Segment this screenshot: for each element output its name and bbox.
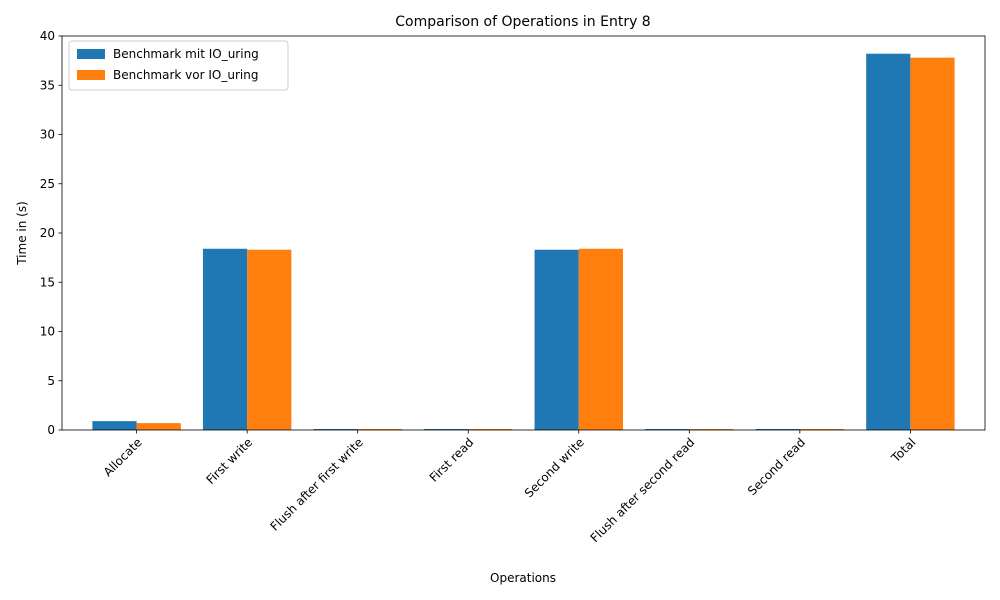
bar-1-3 — [313, 429, 358, 430]
y-tick-label: 30 — [40, 128, 55, 142]
legend-swatch — [77, 49, 105, 59]
bar-2-7 — [799, 429, 845, 430]
bar-2-3 — [357, 429, 402, 430]
legend-swatch — [77, 70, 105, 80]
x-tick-label: Flush after first write — [267, 435, 365, 533]
bar-2-5 — [578, 248, 623, 430]
y-tick-label: 0 — [47, 423, 55, 437]
legend: Benchmark mit IO_uring Benchmark vor IO_u… — [68, 40, 289, 91]
chart-title: Comparison of Operations in Entry 8 — [395, 14, 650, 30]
legend-label: Benchmark vor IO_uring — [113, 68, 258, 82]
x-tick-label: First write — [203, 435, 255, 487]
x-tick-label: First read — [427, 435, 477, 485]
plot-frame — [61, 35, 986, 431]
bar-2-2 — [247, 249, 292, 430]
bar-1-7 — [755, 429, 800, 430]
y-axis-label: Time in (s) — [15, 201, 29, 266]
bar-1-2 — [202, 248, 248, 430]
x-tick-label: Second write — [522, 435, 587, 500]
x-tick-label: Allocate — [101, 435, 145, 479]
bar-1-6 — [645, 429, 690, 430]
y-tick-label: 5 — [47, 374, 55, 388]
legend-box — [68, 40, 289, 91]
bar-2-4 — [468, 429, 513, 430]
bar-2-8 — [910, 57, 955, 431]
bar-1-8 — [866, 53, 911, 430]
x-tick-label: Flush after second read — [588, 435, 698, 545]
bar-1-1 — [92, 421, 137, 430]
bar-1-4 — [424, 429, 469, 430]
y-tick-label: 20 — [40, 226, 55, 240]
x-axis-label: Operations — [490, 571, 556, 585]
y-tick-label: 40 — [40, 29, 55, 43]
bar-1-5 — [534, 249, 579, 430]
x-tick-label: Total — [888, 435, 918, 465]
y-tick-label: 15 — [40, 275, 55, 289]
bar-2-6 — [689, 429, 734, 430]
y-tick-label: 10 — [40, 325, 55, 339]
x-tick-label: Second read — [745, 435, 808, 498]
y-tick-label: 35 — [40, 78, 55, 92]
bar-2-1 — [136, 423, 181, 430]
y-tick-label: 25 — [40, 177, 55, 191]
legend-label: Benchmark mit IO_uring — [113, 47, 259, 61]
